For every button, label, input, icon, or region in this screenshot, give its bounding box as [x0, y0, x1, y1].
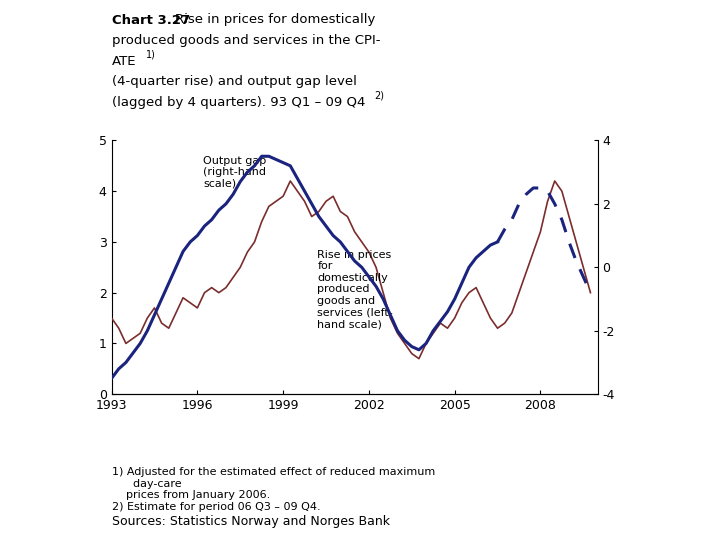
Text: produced goods and services in the CPI-: produced goods and services in the CPI- [112, 34, 380, 47]
Text: (4-quarter rise) and output gap level: (4-quarter rise) and output gap level [112, 75, 356, 88]
Text: (lagged by 4 quarters). 93 Q1 – 09 Q4: (lagged by 4 quarters). 93 Q1 – 09 Q4 [112, 96, 365, 109]
Text: Rise in prices for domestically: Rise in prices for domestically [175, 14, 375, 26]
Text: Rise in prices
for
domestically
produced
goods and
services (left-
hand scale): Rise in prices for domestically produced… [318, 249, 393, 329]
Text: Chart 3.27: Chart 3.27 [112, 14, 194, 26]
Text: ATE: ATE [112, 55, 136, 68]
Text: Output gap
(right-hand
scale): Output gap (right-hand scale) [203, 156, 266, 189]
Text: 1) Adjusted for the estimated effect of reduced maximum
      day-care
    price: 1) Adjusted for the estimated effect of … [112, 467, 435, 512]
Text: 2): 2) [374, 91, 384, 101]
Text: Sources: Statistics Norway and Norges Bank: Sources: Statistics Norway and Norges Ba… [112, 515, 390, 528]
Text: 1): 1) [146, 49, 156, 59]
